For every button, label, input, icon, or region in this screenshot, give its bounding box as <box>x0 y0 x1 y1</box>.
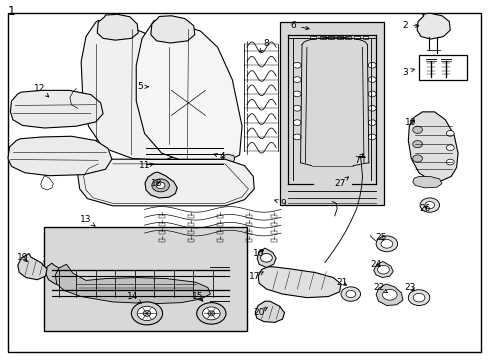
Circle shape <box>156 182 164 189</box>
Polygon shape <box>55 264 210 304</box>
Bar <box>279 22 384 205</box>
Bar <box>418 55 467 80</box>
Text: 26: 26 <box>418 204 430 213</box>
Circle shape <box>367 134 375 140</box>
Polygon shape <box>151 16 194 43</box>
Circle shape <box>202 307 220 320</box>
Circle shape <box>424 202 434 209</box>
Circle shape <box>375 236 397 252</box>
Circle shape <box>293 77 301 82</box>
Circle shape <box>293 120 301 126</box>
Text: 21: 21 <box>336 278 347 287</box>
Text: 18: 18 <box>151 179 162 188</box>
Bar <box>320 36 325 40</box>
Circle shape <box>446 145 453 150</box>
Polygon shape <box>255 301 284 322</box>
Circle shape <box>382 289 396 300</box>
Text: 5: 5 <box>137 82 148 91</box>
Text: 2: 2 <box>402 21 418 30</box>
Text: 23: 23 <box>404 283 415 292</box>
Polygon shape <box>136 21 242 164</box>
Text: 15: 15 <box>192 292 203 301</box>
Text: 6: 6 <box>290 21 308 30</box>
Polygon shape <box>258 267 340 298</box>
Text: 17: 17 <box>248 272 263 281</box>
Text: 3: 3 <box>402 68 413 77</box>
Bar <box>43 227 247 331</box>
Polygon shape <box>257 248 276 267</box>
Circle shape <box>293 134 301 140</box>
Circle shape <box>380 239 392 248</box>
Text: 11: 11 <box>139 161 153 170</box>
Circle shape <box>137 306 157 320</box>
Circle shape <box>293 91 301 97</box>
Circle shape <box>152 179 169 192</box>
Text: 14: 14 <box>126 292 141 303</box>
Circle shape <box>412 140 422 148</box>
Polygon shape <box>81 21 181 160</box>
Text: 20: 20 <box>253 307 267 317</box>
Bar <box>345 36 350 40</box>
Polygon shape <box>97 14 138 40</box>
Circle shape <box>293 105 301 111</box>
Bar <box>353 36 359 40</box>
Polygon shape <box>145 172 177 198</box>
Text: 24: 24 <box>370 260 381 269</box>
Polygon shape <box>375 284 402 306</box>
Text: 7: 7 <box>353 154 363 165</box>
Text: 4: 4 <box>213 152 225 161</box>
Circle shape <box>377 265 388 274</box>
Circle shape <box>412 155 422 162</box>
Bar <box>336 36 342 40</box>
Polygon shape <box>416 13 449 39</box>
Polygon shape <box>407 112 457 181</box>
Polygon shape <box>8 136 112 176</box>
Text: 10: 10 <box>404 118 415 127</box>
Circle shape <box>367 62 375 68</box>
Polygon shape <box>221 154 234 165</box>
Circle shape <box>446 159 453 165</box>
Circle shape <box>131 302 162 325</box>
Circle shape <box>412 126 422 134</box>
Circle shape <box>419 198 439 212</box>
Circle shape <box>345 291 355 298</box>
Text: 25: 25 <box>375 233 386 242</box>
Polygon shape <box>78 158 254 206</box>
Circle shape <box>412 293 424 302</box>
Text: 16: 16 <box>253 249 264 258</box>
Text: 1: 1 <box>8 5 16 18</box>
Circle shape <box>407 290 429 306</box>
Text: 8: 8 <box>259 39 269 52</box>
Text: 27: 27 <box>333 177 348 188</box>
Text: 22: 22 <box>372 283 387 293</box>
Circle shape <box>367 77 375 82</box>
Text: 12: 12 <box>34 84 49 97</box>
Text: 9: 9 <box>274 199 286 208</box>
Bar <box>328 36 333 40</box>
Text: 19: 19 <box>17 253 28 262</box>
Circle shape <box>293 62 301 68</box>
Bar <box>362 36 367 40</box>
Polygon shape <box>412 176 441 188</box>
Circle shape <box>143 311 151 316</box>
Text: 13: 13 <box>80 215 95 226</box>
Polygon shape <box>18 253 47 280</box>
Circle shape <box>207 311 214 316</box>
Polygon shape <box>10 90 103 128</box>
Circle shape <box>196 303 225 324</box>
Circle shape <box>367 91 375 97</box>
Bar <box>310 36 316 40</box>
Circle shape <box>340 287 360 301</box>
Polygon shape <box>373 262 392 278</box>
Polygon shape <box>45 263 75 286</box>
Circle shape <box>367 120 375 126</box>
Circle shape <box>260 253 272 262</box>
Circle shape <box>367 105 375 111</box>
Circle shape <box>446 131 453 136</box>
